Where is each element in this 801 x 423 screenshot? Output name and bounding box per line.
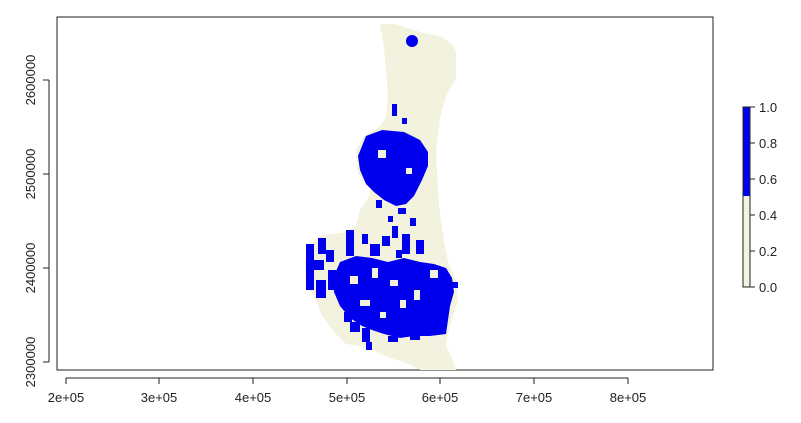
raster-high-region xyxy=(306,35,458,350)
x-tick-labels: 2e+05 3e+05 4e+05 5e+05 6e+05 7e+05 8e+0… xyxy=(48,390,647,405)
x-tick-label: 7e+05 xyxy=(516,390,553,405)
high-cell xyxy=(350,322,360,332)
high-cell xyxy=(344,312,352,322)
low-cell xyxy=(400,300,406,308)
legend-bar-high xyxy=(743,107,750,196)
high-spot-north xyxy=(406,35,418,47)
legend-label: 1.0 xyxy=(759,100,777,115)
high-cell xyxy=(306,244,314,290)
low-cell xyxy=(390,280,398,286)
low-cell xyxy=(360,300,370,306)
x-tick-label: 6e+05 xyxy=(422,390,459,405)
high-cell xyxy=(316,280,326,298)
x-tick-label: 3e+05 xyxy=(141,390,178,405)
high-blob-south xyxy=(334,256,454,338)
low-cell xyxy=(350,276,358,284)
y-tick-label: 2400000 xyxy=(23,243,38,294)
high-cell xyxy=(402,234,410,254)
high-blob-central xyxy=(358,130,428,206)
high-cell xyxy=(312,260,324,270)
low-cell xyxy=(430,270,438,278)
high-cell xyxy=(382,236,390,246)
legend-bar-frame xyxy=(742,106,751,288)
high-cell xyxy=(376,200,382,208)
x-tick-label: 5e+05 xyxy=(329,390,366,405)
high-cell xyxy=(346,230,354,256)
legend-label: 0.8 xyxy=(759,136,777,151)
high-cell xyxy=(362,328,370,342)
low-cell xyxy=(380,312,386,318)
high-cell xyxy=(392,104,397,116)
high-cell xyxy=(398,208,406,214)
raster-low-gaps xyxy=(350,150,438,318)
high-cell xyxy=(318,238,326,254)
high-cell xyxy=(388,336,398,342)
y-tick-label: 2600000 xyxy=(23,55,38,106)
x-tick-label: 2e+05 xyxy=(48,390,85,405)
legend-label: 0.6 xyxy=(759,172,777,187)
y-tick-label: 2300000 xyxy=(23,337,38,388)
high-cell xyxy=(416,240,424,254)
x-axis xyxy=(65,377,629,384)
high-cell xyxy=(328,270,338,290)
high-cell xyxy=(392,226,398,238)
high-cell xyxy=(326,250,334,262)
legend-label: 0.2 xyxy=(759,244,777,259)
low-cell xyxy=(406,168,412,174)
legend-ticks xyxy=(750,106,755,288)
low-cell xyxy=(372,268,378,278)
x-tick-label: 4e+05 xyxy=(235,390,272,405)
high-cell xyxy=(362,234,368,244)
low-cell xyxy=(378,150,386,158)
high-cell xyxy=(410,334,420,340)
high-cell xyxy=(396,250,402,258)
x-tick-label: 8e+05 xyxy=(610,390,647,405)
color-legend: 1.0 0.8 0.6 0.4 0.2 0.0 xyxy=(742,100,777,295)
plot-frame xyxy=(56,16,714,371)
legend-label: 0.0 xyxy=(759,280,777,295)
y-tick-labels: 2300000 2400000 2500000 2600000 xyxy=(23,55,38,388)
y-tick-label: 2500000 xyxy=(23,149,38,200)
high-cell xyxy=(366,342,372,350)
legend-label: 0.4 xyxy=(759,208,777,223)
high-cell xyxy=(388,216,393,222)
high-cell xyxy=(402,118,407,124)
low-cell xyxy=(414,290,420,300)
legend-bar-low xyxy=(743,196,750,287)
high-cell xyxy=(410,218,416,226)
high-cell xyxy=(370,244,380,256)
y-axis xyxy=(43,79,50,363)
high-cell xyxy=(452,282,458,288)
